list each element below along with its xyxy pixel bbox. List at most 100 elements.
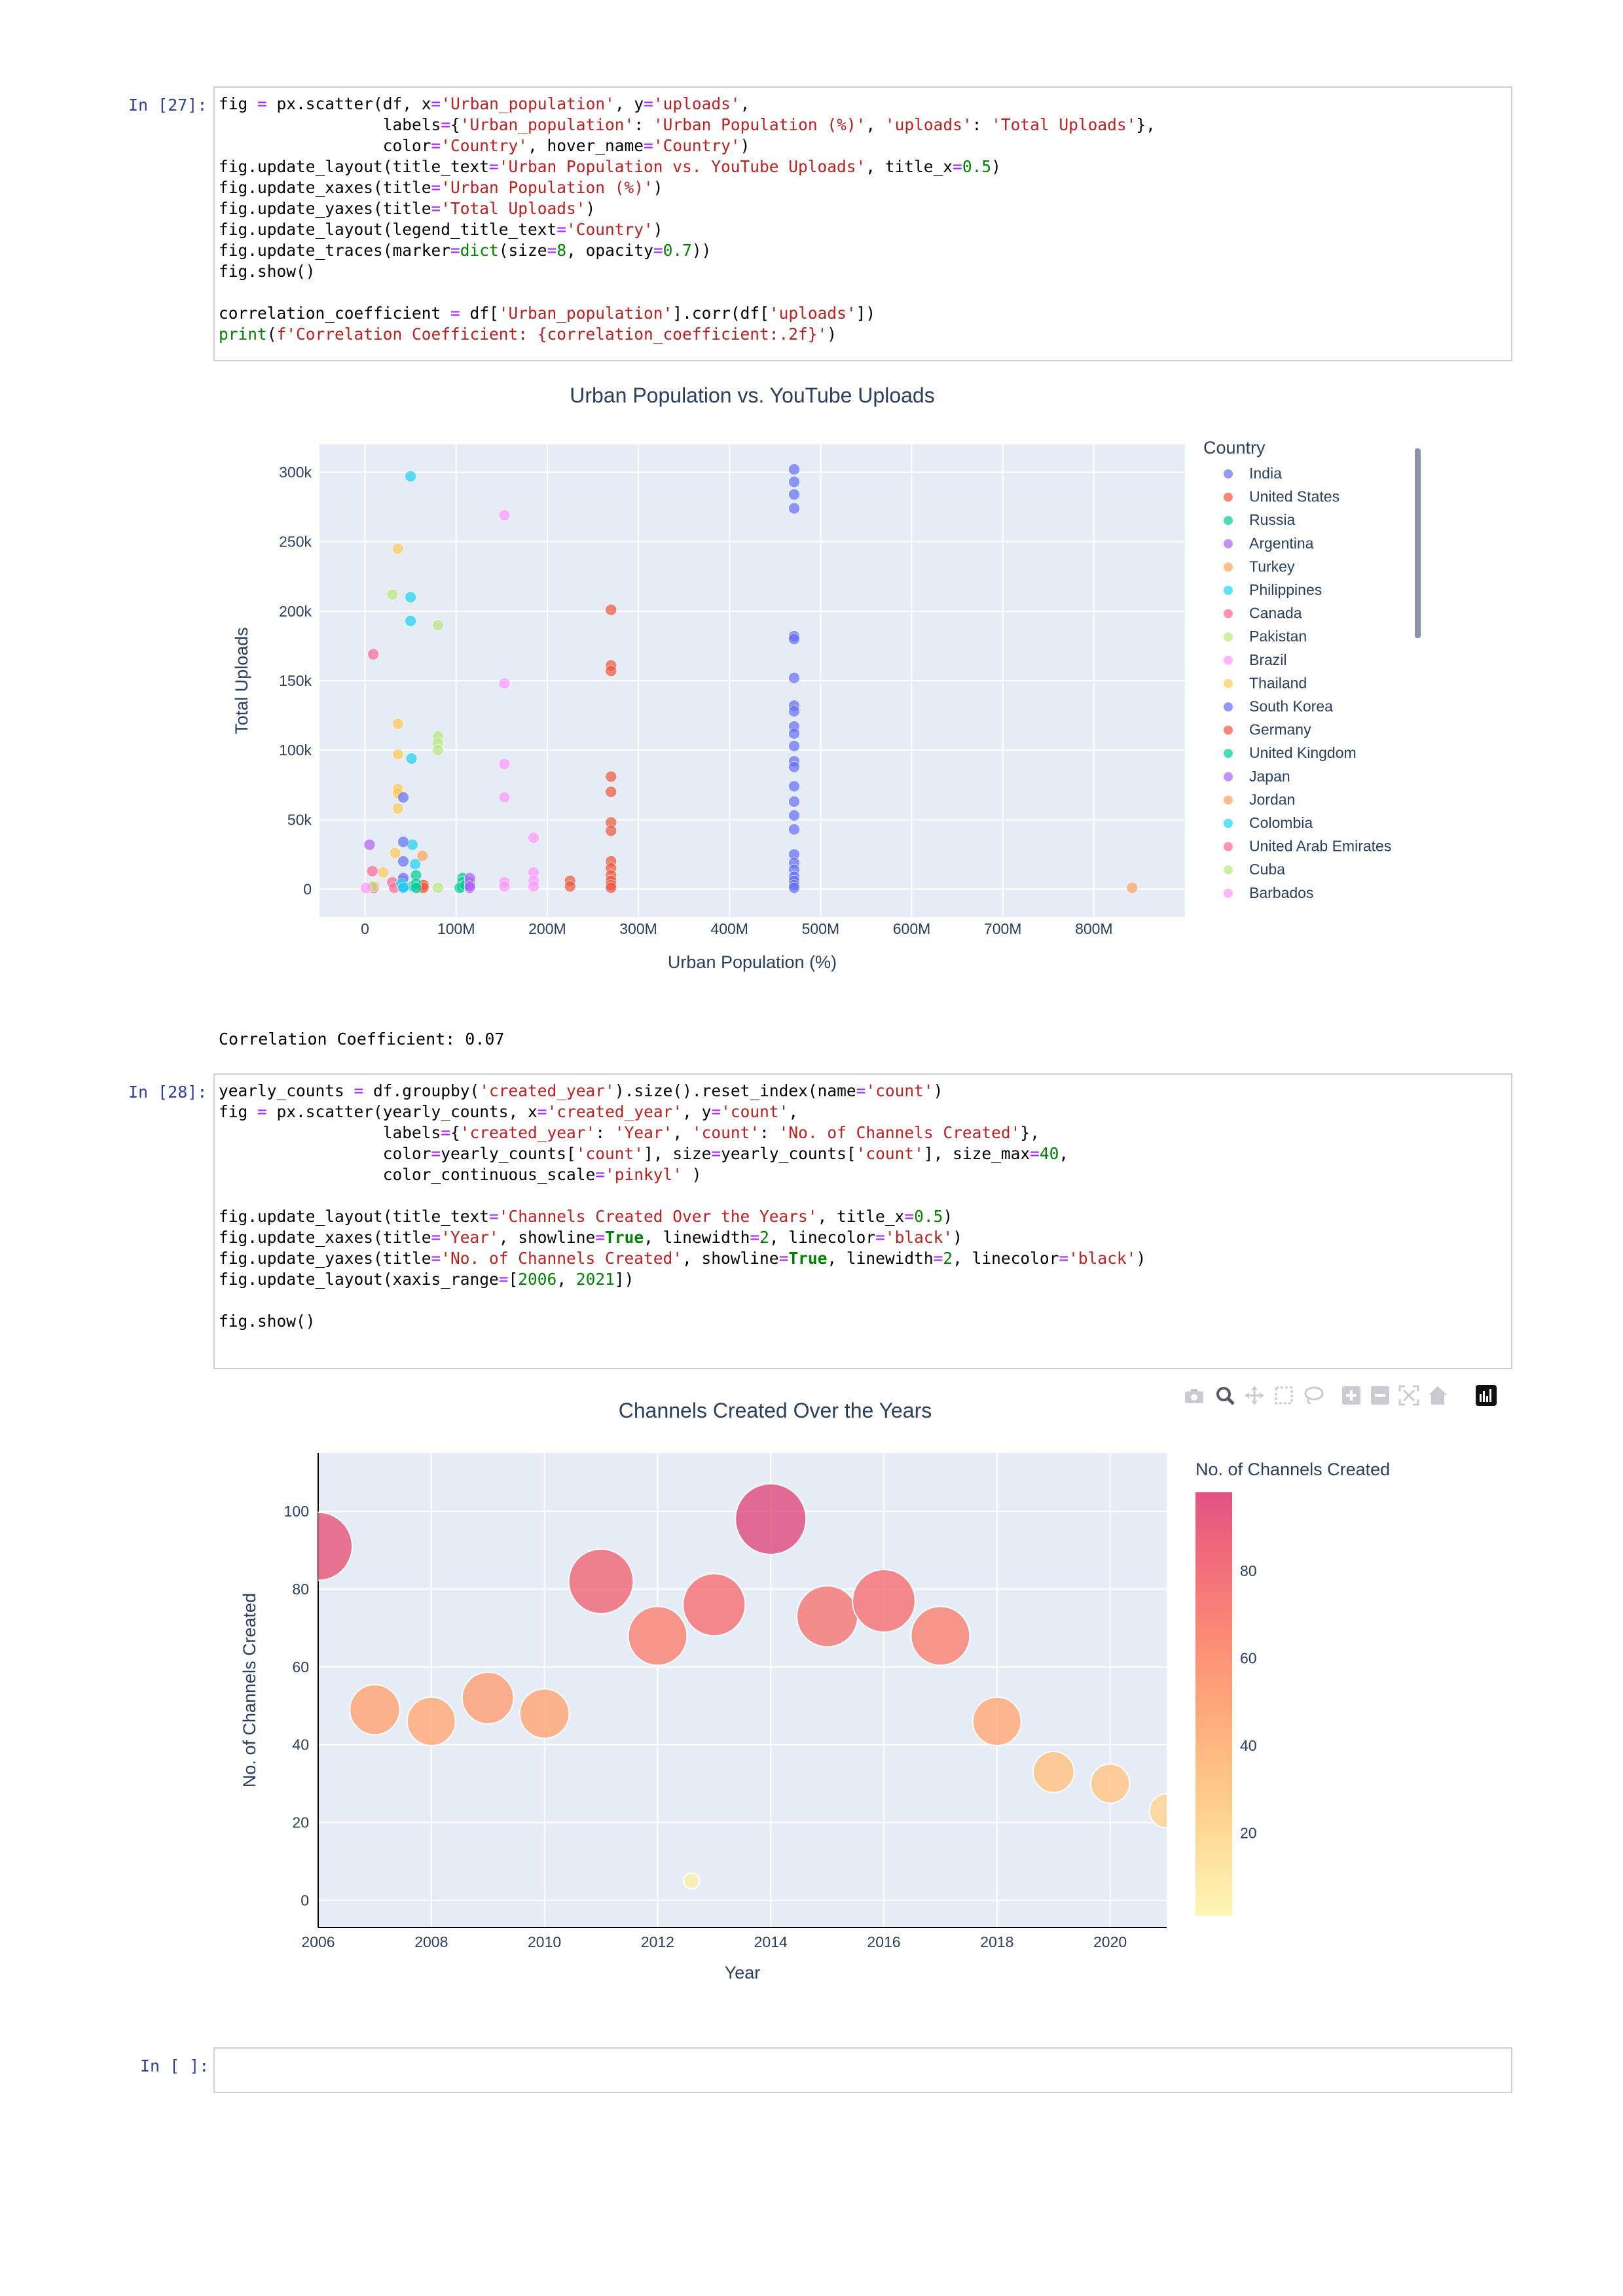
colorbar-tick-label: 80 <box>1240 1562 1257 1579</box>
channels-created-chart[interactable]: 2006 2008 2010 2012 2014 2016 2018 2020 0 20 40 60 8… <box>223 1388 1453 2003</box>
zoom-out-icon[interactable] <box>1371 1386 1389 1405</box>
y-axis-title: No. of Channels Created <box>240 1593 259 1787</box>
data-point <box>528 832 539 844</box>
data-point <box>788 705 800 717</box>
zoom-icon[interactable] <box>1216 1387 1235 1405</box>
zoom-in-icon[interactable] <box>1342 1386 1360 1405</box>
legend-title: Country <box>1203 438 1266 457</box>
legend-marker <box>1224 492 1233 502</box>
data-point <box>605 665 617 677</box>
y-tick-label: 150k <box>279 672 312 689</box>
legend-marker <box>1224 888 1233 898</box>
data-point <box>788 727 800 740</box>
legend-item: Philippines <box>1249 581 1322 598</box>
data-point <box>432 619 444 631</box>
colorbar-title: No. of Channels Created <box>1195 1460 1390 1479</box>
bubble <box>568 1548 634 1615</box>
data-point <box>397 855 409 867</box>
urban-uploads-chart[interactable]: 0 100M 200M 300M 400M 500M 600M 700M 800M 0 50k 100… <box>223 376 1453 985</box>
x-tick-label: 800M <box>1075 920 1113 937</box>
data-point <box>392 802 404 815</box>
bubble <box>461 1672 515 1725</box>
data-point <box>788 780 800 793</box>
plotly-logo-icon[interactable] <box>1476 1385 1497 1406</box>
legend-marker <box>1224 749 1233 759</box>
legend-marker <box>1224 609 1233 619</box>
x-tick-label: 300M <box>619 920 657 937</box>
data-point <box>416 850 429 862</box>
bubble <box>519 1688 570 1739</box>
data-point <box>464 880 476 893</box>
empty-code-cell[interactable] <box>213 2047 1512 2093</box>
camera-icon[interactable] <box>1185 1389 1203 1403</box>
legend-marker <box>1224 586 1233 595</box>
data-point <box>498 791 511 804</box>
x-tick-label: 2020 <box>1093 1933 1127 1950</box>
data-point <box>386 588 399 601</box>
code-cell-28[interactable] <box>213 1073 1512 1369</box>
data-point <box>788 740 800 752</box>
legend-marker <box>1224 469 1233 478</box>
data-point <box>410 882 422 894</box>
x-tick-label: 600M <box>893 920 931 937</box>
code-block-28[interactable]: yearly_counts = df.groupby('created_year… <box>219 1081 1146 1331</box>
y-tick-label: 300k <box>279 463 312 480</box>
y-tick-label: 40 <box>292 1736 309 1753</box>
y-axis-title: Total Uploads <box>232 627 251 734</box>
data-point <box>788 633 800 645</box>
x-tick-label: 2012 <box>641 1933 674 1950</box>
x-tick-label: 100M <box>437 920 475 937</box>
legend-item: Colombia <box>1249 814 1313 831</box>
data-point <box>366 865 378 877</box>
legend-marker <box>1224 632 1233 642</box>
data-point <box>564 880 576 893</box>
legend-scrollbar[interactable] <box>1415 448 1421 638</box>
data-point <box>788 502 800 514</box>
bubble <box>910 1605 971 1666</box>
legend-item: Russia <box>1249 511 1296 528</box>
autoscale-icon[interactable] <box>1398 1385 1419 1406</box>
colorbar-tick-label: 60 <box>1240 1649 1257 1666</box>
data-point <box>397 791 409 804</box>
data-point <box>788 488 800 501</box>
x-tick-label: 2018 <box>980 1933 1013 1950</box>
data-point <box>367 648 379 660</box>
bubble <box>1148 1793 1167 1829</box>
reset-axes-icon[interactable] <box>1429 1386 1447 1405</box>
legend-marker <box>1224 516 1233 526</box>
legend-marker <box>1224 772 1233 781</box>
y-tick-label: 60 <box>292 1659 309 1676</box>
box-select-icon[interactable] <box>1275 1386 1293 1405</box>
data-point <box>397 836 409 848</box>
data-point <box>405 753 418 764</box>
data-point <box>788 672 800 684</box>
bubble <box>972 1696 1022 1747</box>
data-point <box>1126 882 1139 894</box>
data-point <box>405 615 416 627</box>
code-cell-27[interactable] <box>213 86 1512 361</box>
data-point <box>498 758 511 770</box>
data-point <box>605 770 617 783</box>
cell-prompt-empty: In [ ]: <box>140 2056 210 2075</box>
data-point <box>377 867 390 878</box>
data-point <box>788 463 800 476</box>
data-point <box>788 810 800 821</box>
data-point <box>605 603 617 616</box>
x-axis-title: Year <box>725 1963 761 1982</box>
data-point <box>392 543 404 555</box>
code-block-27[interactable]: fig = px.scatter(df, x='Urban_population… <box>219 94 1156 344</box>
bubble-layer <box>318 1483 1167 1890</box>
data-point <box>360 882 372 894</box>
pan-icon[interactable] <box>1245 1386 1264 1405</box>
legend-marker <box>1224 795 1233 805</box>
bubble <box>1032 1750 1075 1793</box>
y-tick-label: 20 <box>292 1814 309 1831</box>
x-tick-label: 700M <box>984 920 1022 937</box>
legend-item: Thailand <box>1249 674 1307 691</box>
data-point <box>405 471 416 482</box>
data-point <box>498 677 511 690</box>
lasso-select-icon[interactable] <box>1304 1386 1324 1405</box>
bubble <box>795 1585 859 1648</box>
legend-marker <box>1224 655 1233 665</box>
data-point <box>788 823 800 836</box>
